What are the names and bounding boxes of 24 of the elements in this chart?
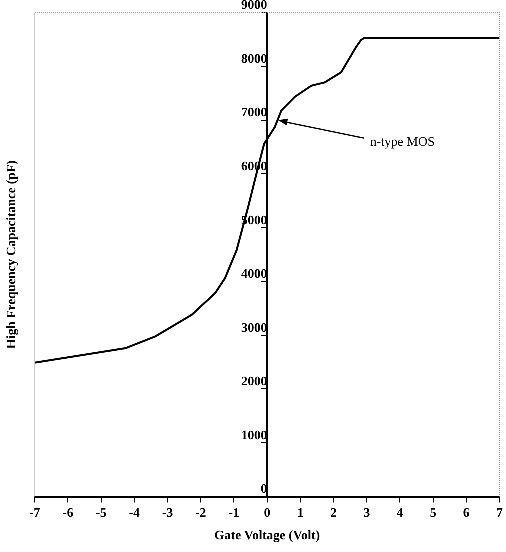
y-tick-label: 4000 — [241, 266, 268, 282]
x-tick-label: -2 — [196, 504, 206, 520]
y-tick-label: 2000 — [241, 374, 268, 389]
x-tick-label: 6 — [463, 504, 470, 520]
y-axis-title: High Frequency Capacitance (pF) — [3, 160, 18, 350]
x-tick-label: 5 — [430, 504, 438, 520]
y-tick-label: 8000 — [241, 50, 268, 66]
x-tick-label: 4 — [396, 504, 404, 520]
y-tick-label: 9000 — [241, 0, 268, 12]
y-tick-label: 7000 — [241, 104, 268, 120]
x-axis-title: Gate Voltage (Volt) — [214, 528, 320, 543]
y-tick-label: 1000 — [241, 427, 268, 442]
x-tick-label: 2 — [330, 504, 338, 520]
x-tick-label: -1 — [228, 504, 240, 520]
x-tick-label: -6 — [62, 504, 74, 520]
x-tick-label: 1 — [297, 504, 304, 520]
x-tick-label: -5 — [96, 504, 108, 520]
x-tick-label: 7 — [496, 504, 504, 520]
annotation: n-type MOS — [370, 134, 435, 149]
x-tick-label: 3 — [364, 504, 371, 520]
x-tick-label: -4 — [129, 504, 140, 520]
x-tick-label: -7 — [30, 504, 41, 520]
x-tick-label: -3 — [162, 504, 174, 520]
y-tick-label: 3000 — [241, 320, 268, 335]
